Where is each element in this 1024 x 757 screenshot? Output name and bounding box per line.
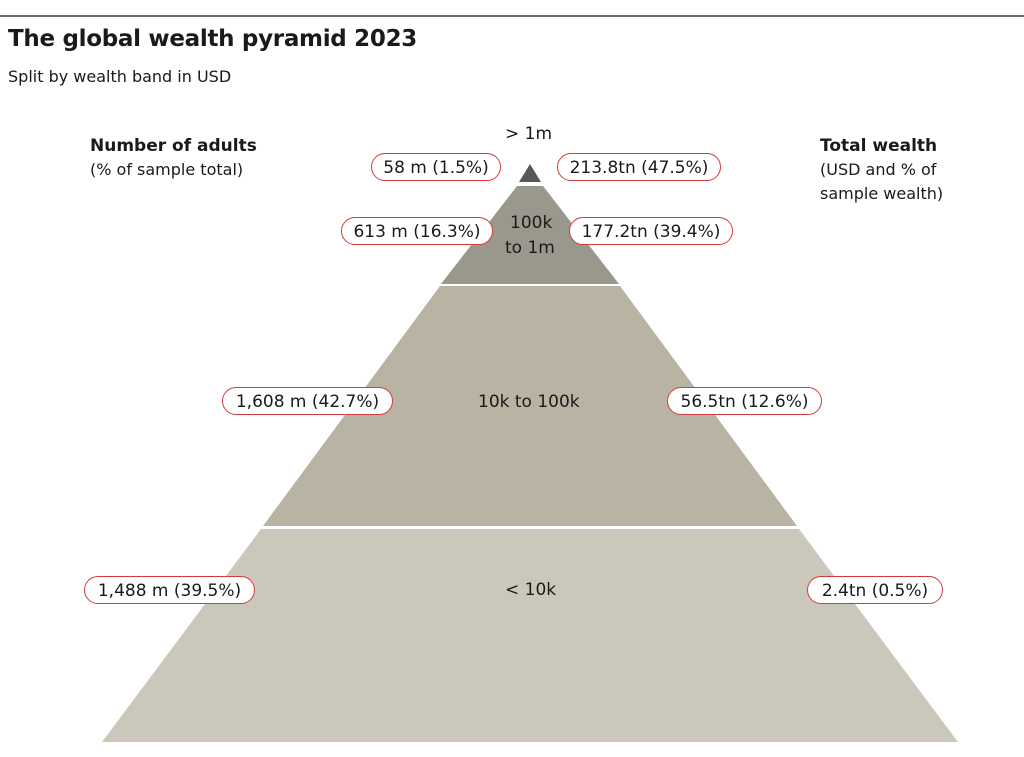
adults-value-band-top: 58 m (1.5%) (371, 153, 501, 181)
band-top-shape (519, 164, 541, 182)
band-3-label: 10k to 100k (478, 392, 580, 412)
band-4-shape (102, 529, 958, 742)
wealth-heading: Total wealth (USD and % of sample wealth… (820, 134, 943, 206)
adults-heading: Number of adults (% of sample total) (90, 134, 257, 182)
wealth-heading-subtitle-line2: sample wealth) (820, 184, 944, 203)
band-2-label-line2: to 1m (505, 238, 555, 258)
adults-value-band-4: 1,488 m (39.5%) (84, 576, 255, 604)
wealth-value-band-3: 56.5tn (12.6%) (667, 387, 822, 415)
top-rule (0, 15, 1024, 17)
band-top-label: > 1m (505, 124, 553, 144)
band-4-label: < 10k (505, 580, 557, 600)
adults-value-band-3: 1,608 m (42.7%) (222, 387, 393, 415)
wealth-value-band-4: 2.4tn (0.5%) (807, 576, 943, 604)
band-3-shape (263, 286, 797, 526)
adults-value-band-2: 613 m (16.3%) (341, 217, 493, 245)
page-subtitle: Split by wealth band in USD (8, 67, 232, 86)
band-2-shape (441, 186, 619, 284)
band-2-label-line1: 100k (510, 213, 553, 233)
adults-heading-subtitle: (% of sample total) (90, 160, 244, 179)
adults-heading-title: Number of adults (90, 136, 257, 156)
wealth-value-band-top: 213.8tn (47.5%) (557, 153, 721, 181)
page-title: The global wealth pyramid 2023 (8, 26, 417, 52)
wealth-heading-subtitle-line1: (USD and % of (820, 160, 937, 179)
wealth-heading-title: Total wealth (820, 136, 938, 156)
wealth-value-band-2: 177.2tn (39.4%) (569, 217, 733, 245)
